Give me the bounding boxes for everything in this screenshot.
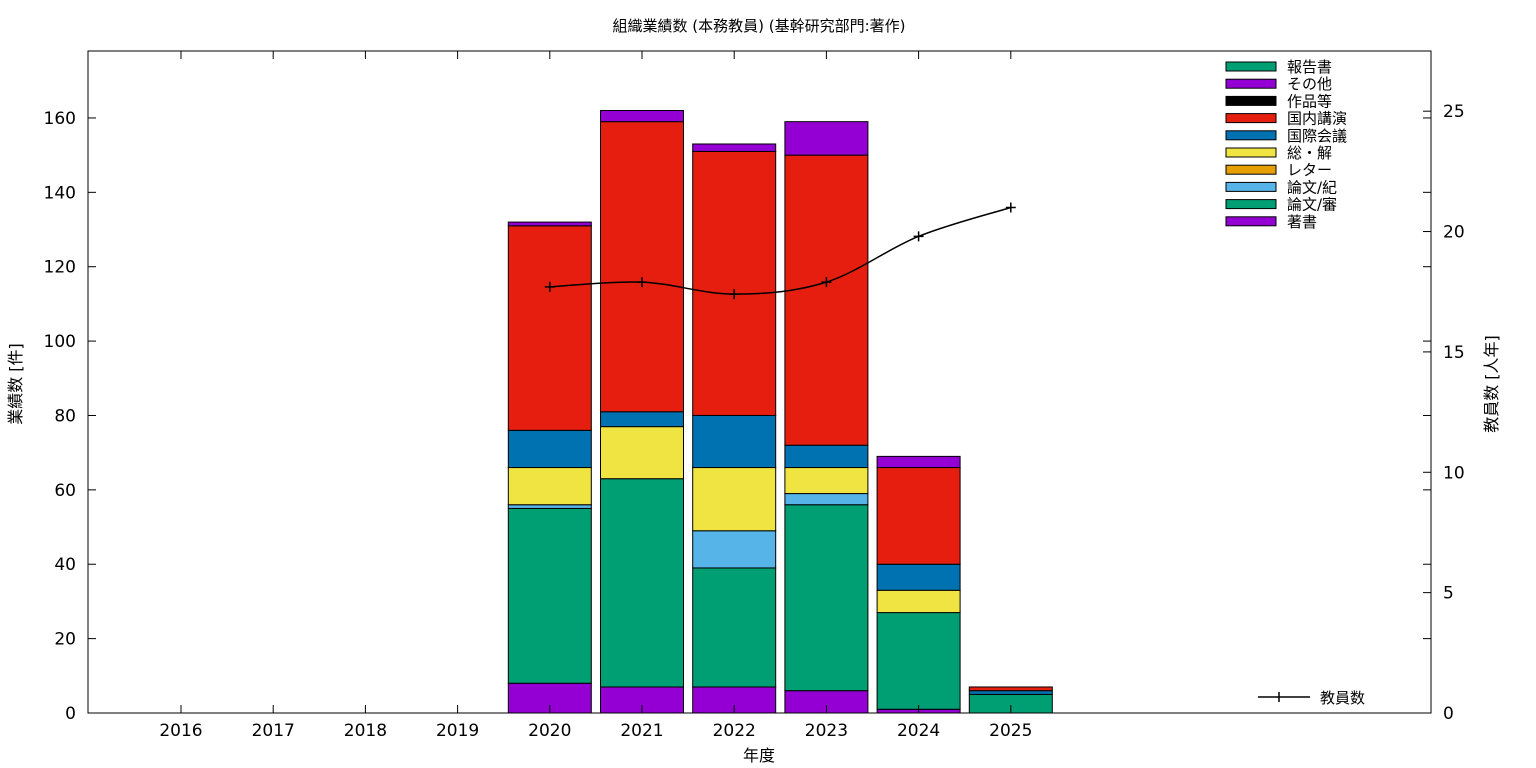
y-tick-label: 100	[44, 332, 76, 352]
legend-swatch	[1225, 164, 1277, 175]
y-axis-label: 業績数 [件]	[6, 343, 25, 425]
legend-swatch	[1225, 113, 1277, 124]
plot-frame	[87, 50, 1432, 714]
legend-swatch	[1225, 130, 1277, 141]
x-tick-label: 2019	[436, 721, 479, 741]
bar-2021-series-6	[600, 121, 684, 413]
bar-2023-series-4	[784, 467, 869, 495]
y-tick-label: 80	[54, 406, 76, 426]
y2-tick-label: 20	[1443, 223, 1465, 243]
bar-2023-series-6	[784, 154, 869, 446]
x-tick-label: 2016	[159, 721, 202, 741]
bar-2020-series-8	[507, 221, 592, 227]
x-tick-label: 2020	[528, 721, 571, 741]
legend-swatch	[1225, 216, 1277, 227]
y-tick-label: 0	[65, 704, 76, 724]
legend-swatch	[1225, 181, 1277, 192]
line-series-point	[729, 289, 740, 300]
bar-2021-series-4	[600, 426, 684, 480]
bar-2022-series-1	[692, 567, 777, 688]
bar-2020-series-1	[507, 507, 592, 684]
line-layer	[544, 202, 1016, 300]
x-tick-label: 2023	[805, 721, 848, 741]
y2-tick-label: 25	[1443, 102, 1465, 122]
bar-2024-series-5	[876, 563, 961, 591]
legend-swatch	[1225, 78, 1277, 89]
y-tick-label: 60	[54, 481, 76, 501]
legend-label: 国際会議	[1287, 127, 1347, 145]
bar-2023-series-5	[784, 444, 869, 469]
y-tick-label: 20	[54, 630, 76, 650]
line-series-point	[821, 277, 832, 288]
y2-axis-label: 教員数 [人年]	[1482, 335, 1501, 433]
x-tick-label: 2024	[897, 721, 940, 741]
y2-tick-label: 5	[1443, 584, 1454, 604]
bar-2020-series-2	[507, 504, 592, 509]
bar-2020-series-4	[507, 467, 592, 506]
line-series-point	[913, 231, 924, 242]
bar-2024-series-4	[876, 589, 961, 614]
legend-label: その他	[1287, 75, 1332, 93]
x-tick-label: 2021	[620, 721, 663, 741]
y-tick-label: 160	[44, 109, 76, 129]
x-tick-label: 2017	[252, 721, 295, 741]
legend-label: 論文/紀	[1287, 178, 1337, 196]
bar-2020-series-5	[507, 429, 592, 469]
chart-title: 組織業績数 (本務教員) (基幹研究部門:著作)	[613, 17, 906, 35]
line-series-path	[549, 206, 1012, 295]
legend-label: 論文/審	[1287, 196, 1337, 214]
x-tick-label: 2018	[344, 721, 387, 741]
legend-line-label: 教員数	[1320, 689, 1365, 707]
bar-2023-series-1	[784, 504, 869, 692]
bar-2021-series-1	[600, 478, 684, 688]
y-tick-label: 40	[54, 555, 76, 575]
y-tick-label: 140	[44, 183, 76, 203]
y2-tick-label: 15	[1443, 343, 1465, 363]
line-series-point	[637, 277, 647, 288]
x-tick-label: 2025	[989, 721, 1032, 741]
bar-2025-series-6	[968, 686, 1053, 692]
bar-2022-series-6	[692, 150, 777, 416]
legend-swatch	[1225, 199, 1277, 210]
bar-2022-series-2	[692, 530, 777, 569]
bar-2024-series-6	[876, 467, 961, 565]
legend-label: 著書	[1287, 213, 1317, 231]
x-tick-label: 2022	[713, 721, 756, 741]
bar-2024-series-1	[876, 612, 961, 710]
bar-2022-series-8	[692, 143, 777, 152]
legend-label: 国内講演	[1287, 110, 1347, 128]
legend-label: 総・解	[1287, 144, 1332, 162]
bars-layer	[507, 110, 1053, 714]
bar-2023-series-2	[784, 493, 869, 506]
legend-label: 作品等	[1287, 92, 1332, 110]
bar-2022-series-4	[692, 467, 777, 532]
bar-2022-series-5	[692, 414, 777, 469]
legend-swatch	[1225, 147, 1277, 158]
legend-swatch	[1225, 95, 1277, 106]
line-series-point	[544, 281, 555, 292]
y2-tick-label: 10	[1443, 463, 1465, 483]
bar-2023-series-8	[784, 121, 869, 156]
legend-label: 報告書	[1287, 58, 1332, 76]
legend-swatch	[1225, 61, 1277, 72]
bar-2021-series-8	[600, 110, 684, 123]
legend-label: レター	[1287, 161, 1332, 179]
bar-2024-series-8	[876, 455, 961, 469]
x-axis-label: 年度	[743, 746, 775, 765]
y-tick-label: 120	[44, 258, 76, 278]
line-series-point	[1005, 202, 1016, 213]
bar-2025-series-5	[968, 690, 1053, 695]
y2-tick-label: 0	[1443, 704, 1454, 724]
bar-2021-series-5	[600, 411, 684, 428]
bar-2020-series-6	[507, 225, 592, 431]
